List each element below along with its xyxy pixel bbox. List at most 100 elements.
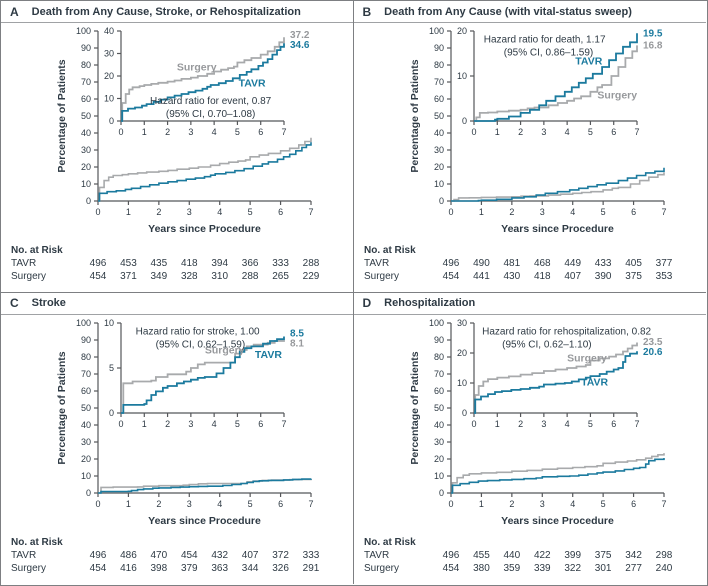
y-tick-label: 50 [433, 111, 443, 121]
inset-x-tick-label: 7 [281, 127, 286, 137]
x-tick-label: 5 [600, 499, 605, 509]
y-tick-label: 40 [433, 128, 443, 138]
y-tick-label: 90 [433, 335, 443, 345]
risk-value: 288 [303, 258, 320, 269]
y-tick-label: 70 [81, 369, 91, 379]
risk-value: 486 [120, 550, 137, 561]
risk-value: 435 [151, 258, 168, 269]
x-tick-label: 4 [217, 499, 222, 509]
risk-row-label: TAVR [364, 550, 389, 561]
x-tick-label: 5 [248, 499, 253, 509]
inset-x-tick-label: 6 [258, 419, 263, 429]
inset-x-tick-label: 2 [518, 419, 523, 429]
risk-value: 310 [211, 271, 228, 282]
risk-value: 366 [242, 258, 259, 269]
endpoint-value-top: 8.5 [290, 328, 304, 339]
y-tick-label: 40 [81, 128, 91, 138]
endpoint-value-bottom: 8.1 [290, 338, 304, 349]
y-tick-label: 10 [81, 179, 91, 189]
y-tick-label: 80 [433, 352, 443, 362]
risk-value: 375 [625, 271, 642, 282]
risk-row-label: Surgery [11, 271, 46, 282]
y-axis-title: Percentage of Patients [56, 59, 68, 172]
risk-value: 344 [242, 563, 259, 574]
y-axis-title: Percentage of Patients [56, 351, 68, 464]
y-tick-label: 60 [81, 386, 91, 396]
surgery-label: Surgery [567, 352, 607, 364]
inset-x-tick-label: 4 [564, 419, 569, 429]
inset-y-tick-label: 10 [456, 71, 466, 81]
x-tick-label: 2 [509, 499, 514, 509]
risk-row-label: Surgery [364, 563, 399, 574]
y-tick-label: 10 [433, 471, 443, 481]
inset-x-tick-label: 3 [188, 127, 193, 137]
y-tick-label: 100 [76, 318, 91, 328]
endpoint-value-top: 19.5 [643, 28, 663, 39]
inset-x-tick-label: 7 [634, 419, 639, 429]
inset-x-tick-label: 6 [611, 419, 616, 429]
risk-value: 416 [120, 563, 137, 574]
surgery-curve-inset [473, 45, 638, 122]
y-tick-label: 30 [433, 145, 443, 155]
y-tick-label: 10 [81, 471, 91, 481]
panel-letter: D [362, 296, 372, 310]
tavr-curve-inset [121, 336, 285, 414]
inset-x-tick-label: 7 [281, 419, 286, 429]
inset-x-tick-label: 1 [142, 127, 147, 137]
risk-value: 418 [533, 271, 550, 282]
x-tick-label: 3 [187, 207, 192, 217]
panel-letter: C [10, 296, 19, 310]
inset-y-tick-label: 10 [456, 378, 466, 388]
x-tick-label: 3 [187, 499, 192, 509]
risk-value: 377 [655, 258, 672, 269]
risk-row-label: TAVR [364, 258, 389, 269]
inset-x-tick-label: 0 [471, 419, 476, 429]
x-tick-label: 1 [126, 499, 131, 509]
endpoint-value-top: 23.5 [643, 336, 663, 347]
risk-value: 372 [272, 550, 289, 561]
inset-x-tick-label: 3 [541, 419, 546, 429]
inset-x-tick-label: 2 [165, 127, 170, 137]
risk-value: 454 [90, 271, 107, 282]
inset-y-tick-label: 20 [456, 348, 466, 358]
x-tick-label: 7 [308, 499, 313, 509]
risk-value: 353 [655, 271, 672, 282]
panel-d-header: D Rehospitalization [353, 293, 706, 315]
risk-value: 433 [594, 258, 611, 269]
x-tick-label: 6 [631, 207, 636, 217]
y-tick-label: 30 [433, 437, 443, 447]
y-tick-label: 70 [433, 77, 443, 87]
risk-table-header: No. at Risk [364, 245, 416, 256]
tavr-curve-main [450, 167, 665, 202]
inset-y-tick-label: 40 [104, 26, 114, 36]
y-tick-label: 50 [433, 403, 443, 413]
panel-letter: A [10, 4, 19, 19]
tavr-curve-inset [473, 350, 638, 414]
risk-value: 342 [625, 550, 642, 561]
risk-value: 379 [181, 563, 198, 574]
risk-value: 240 [655, 563, 672, 574]
panel-c: C Stroke 0 10 20 30 40 50 60 70 80 90 100 0 1 2 3 4 5 6 7 Y… [1, 292, 354, 584]
risk-value: 339 [533, 563, 550, 574]
x-tick-label: 2 [156, 499, 161, 509]
panel-title: Rehospitalization [384, 297, 476, 309]
hazard-ratio-ci-text: (95% CI, 0.62–1.10) [502, 339, 592, 350]
risk-value: 481 [503, 258, 520, 269]
tavr-curve-main [98, 477, 312, 494]
y-tick-label: 0 [86, 196, 91, 206]
x-tick-label: 4 [570, 207, 575, 217]
risk-value: 455 [473, 550, 490, 561]
y-tick-label: 60 [433, 386, 443, 396]
risk-value: 453 [120, 258, 137, 269]
risk-value: 430 [503, 271, 520, 282]
risk-value: 496 [90, 258, 107, 269]
x-tick-label: 7 [661, 207, 666, 217]
panel-b: B Death from Any Cause (with vital-statu… [353, 1, 706, 293]
tavr-curve-inset [121, 43, 285, 122]
surgery-label: Surgery [597, 90, 637, 102]
inset-x-tick-label: 3 [541, 127, 546, 137]
x-tick-label: 0 [448, 207, 453, 217]
